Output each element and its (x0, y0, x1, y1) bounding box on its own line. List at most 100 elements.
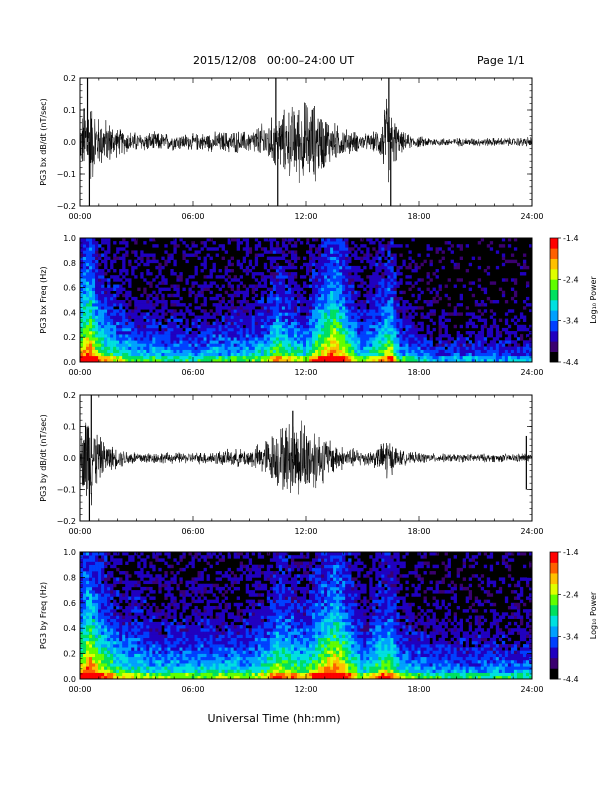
spectrogram-cell (474, 349, 479, 353)
spectrogram-cell (296, 287, 301, 291)
spectrogram-cell (348, 324, 352, 329)
spectrogram-cell (215, 275, 219, 279)
spectrogram-cell (242, 309, 247, 313)
spectrogram-cell (390, 312, 394, 316)
spectrogram-cell (345, 278, 349, 282)
spectrogram-cell (176, 287, 180, 291)
spectrogram-cell (146, 315, 150, 319)
spectrogram-cell (351, 327, 355, 332)
spectrogram-cell (83, 586, 87, 591)
spectrogram-cell (357, 293, 361, 298)
spectrogram-cell (230, 321, 234, 326)
spectrogram-cell (206, 343, 210, 347)
spectrogram-cell (396, 337, 400, 341)
spectrogram-cell (330, 272, 334, 276)
spectrogram-cell (152, 303, 156, 307)
spectrogram-cell (327, 269, 331, 273)
spectrogram-cell (387, 241, 391, 245)
spectrogram-cell (245, 349, 250, 353)
spectrogram-cell (390, 315, 394, 319)
spectrogram-cell (302, 281, 307, 285)
spectrogram-cell (269, 296, 274, 301)
spectrogram-cell (480, 346, 485, 350)
spectrogram-cell (414, 281, 418, 285)
spectrogram-cell (324, 349, 328, 353)
spectrogram-cell (86, 331, 90, 335)
spectrogram-cell (83, 321, 87, 326)
spectrogram-cell (384, 340, 388, 344)
spectrogram-cell (89, 265, 93, 270)
spectrogram-cell (107, 675, 111, 680)
spectrogram-cell (284, 284, 289, 288)
spectrogram-cell (86, 586, 90, 591)
spectrogram-cell (215, 349, 219, 353)
spectrogram-cell (522, 343, 527, 347)
spectrogram-cell (450, 346, 454, 350)
spectrogram-cell (134, 571, 138, 575)
spectrogram-cell (134, 637, 138, 642)
spectrogram-cell (254, 334, 259, 338)
spectrogram-cell (107, 552, 111, 556)
spectrogram-cell (333, 318, 337, 322)
spectrogram-cell (125, 296, 129, 301)
y-tick-label: 0.6 (63, 284, 76, 293)
spectrogram-cell (167, 355, 171, 360)
spectrogram-cell (221, 244, 225, 248)
spectrogram-cell (318, 303, 322, 307)
spectrogram-cell (230, 306, 234, 310)
spectrogram-cell (224, 306, 228, 310)
spectrogram-cell (444, 312, 448, 316)
spectrogram-cell (89, 596, 93, 600)
spectrogram-cell (89, 244, 93, 248)
spectrogram-cell (324, 346, 328, 350)
spectrogram-cell (245, 331, 250, 335)
spectrogram-cell (507, 324, 512, 329)
spectrogram-cell (251, 284, 256, 288)
spectrogram-cell (203, 262, 207, 267)
spectrogram-cell (387, 358, 391, 363)
spectrogram-cell (444, 352, 448, 357)
spectrogram-cell (206, 253, 210, 257)
spectrogram-cell (218, 349, 222, 353)
spectrogram-cell (375, 306, 379, 310)
spectrogram-cell (248, 262, 253, 267)
spectrogram-cell (101, 315, 105, 319)
spectrogram-cell (357, 352, 361, 357)
spectrogram-cell (218, 300, 222, 304)
spectrogram-cell (203, 346, 207, 350)
spectrogram-cell (489, 334, 494, 338)
spectrogram-cell (230, 293, 234, 298)
spectrogram-cell (522, 315, 527, 319)
spectrogram-cell (95, 331, 99, 335)
spectrogram-cell (411, 349, 415, 353)
spectrogram-cell (176, 300, 180, 304)
spectrogram-cell (191, 318, 195, 322)
spectrogram-cell (525, 296, 530, 301)
spectrogram-cell (381, 334, 385, 338)
spectrogram-cell (119, 312, 123, 316)
spectrogram-cell (134, 625, 138, 629)
spectrogram-cell (89, 272, 93, 276)
y-tick-label: 0.1 (63, 423, 76, 432)
spectrogram-cell (191, 340, 195, 344)
spectrogram-cell (399, 244, 403, 248)
spectrogram-cell (519, 312, 524, 316)
spectrogram-cell (378, 324, 382, 329)
spectrogram-cell (507, 340, 512, 344)
spectrogram-cell (333, 287, 337, 291)
spectrogram-cell (414, 358, 418, 363)
spectrogram-cell (438, 259, 442, 264)
spectrogram-cell (128, 259, 132, 264)
spectrogram-cell (107, 293, 111, 298)
spectrogram-cell (324, 309, 328, 313)
spectrogram-cell (218, 287, 222, 291)
spectrogram-cell (357, 312, 361, 316)
spectrogram-cell (263, 250, 268, 254)
spectrogram-cell (318, 293, 322, 298)
spectrogram-cell (95, 318, 99, 322)
spectrogram-cell (272, 321, 277, 326)
spectrogram-cell (477, 241, 482, 245)
spectrogram-cell (260, 343, 265, 347)
spectrogram-cell (266, 343, 271, 347)
spectrogram-cell (224, 337, 228, 341)
